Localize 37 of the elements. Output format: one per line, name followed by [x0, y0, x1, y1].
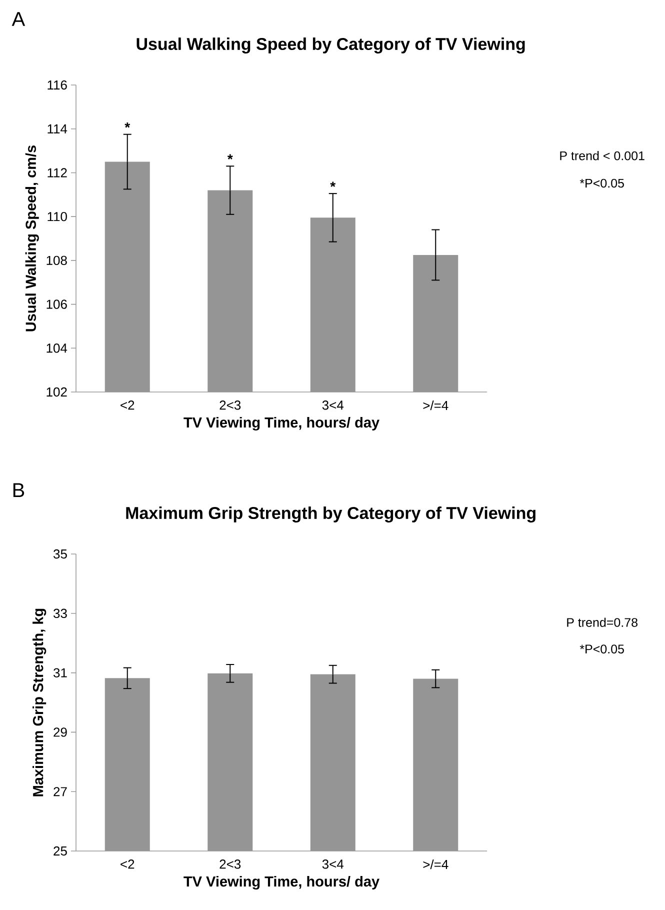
y-tick-label: 29: [54, 728, 67, 737]
y-tick-label: 33: [54, 608, 67, 618]
y-tick-label: 108: [46, 256, 67, 266]
x-tick-label: 2<3: [220, 860, 241, 869]
x-tick-label: <2: [120, 400, 134, 410]
y-tick-label: 102: [46, 387, 67, 397]
y-tick-label: 106: [46, 300, 67, 309]
x-axis-title: TV Viewing Time, hours/ day: [184, 416, 380, 431]
y-tick-label: 104: [46, 344, 68, 353]
x-tick-label: 2<3: [220, 400, 241, 410]
y-tick-label: 114: [48, 124, 68, 134]
y-tick-label: 112: [48, 168, 67, 178]
x-tick-label: >/=4: [423, 860, 448, 870]
chart-title: Maximum Grip Strength by Category of TV Viewing: [126, 506, 536, 522]
y-axis-title: Usual Walking Speed, cm/s: [25, 145, 39, 332]
text: A: [12, 12, 26, 26]
y-tick-label: 35: [54, 549, 67, 559]
text: *P<0.05: [580, 644, 624, 654]
x-tick-label: 3<4: [322, 860, 344, 869]
annotation: *: [124, 122, 130, 128]
y-tick-label: 31: [54, 668, 67, 678]
x-tick-label: 3<4: [322, 400, 344, 410]
y-axis-title: Maximum Grip Strength, kg: [32, 608, 46, 796]
y-tick-label: 27: [54, 787, 67, 796]
chart-title: Usual Walking Speed by Category of TV Viewing: [136, 38, 525, 54]
x-axis-title: TV Viewing Time, hours/ day: [184, 876, 380, 890]
x-tick-label: >/=4: [423, 400, 448, 410]
annotation: *: [227, 154, 233, 160]
y-tick-label: 116: [48, 80, 67, 90]
text: P trend < 0.001: [560, 151, 644, 160]
y-tick-label: 110: [48, 212, 67, 222]
y-tick-label: 25: [54, 846, 67, 856]
text: P trend=0.78: [567, 618, 638, 627]
x-tick-label: <2: [120, 860, 134, 869]
annotation: *: [330, 182, 336, 187]
text: B: [13, 483, 24, 498]
text: *P<0.05: [580, 178, 624, 188]
